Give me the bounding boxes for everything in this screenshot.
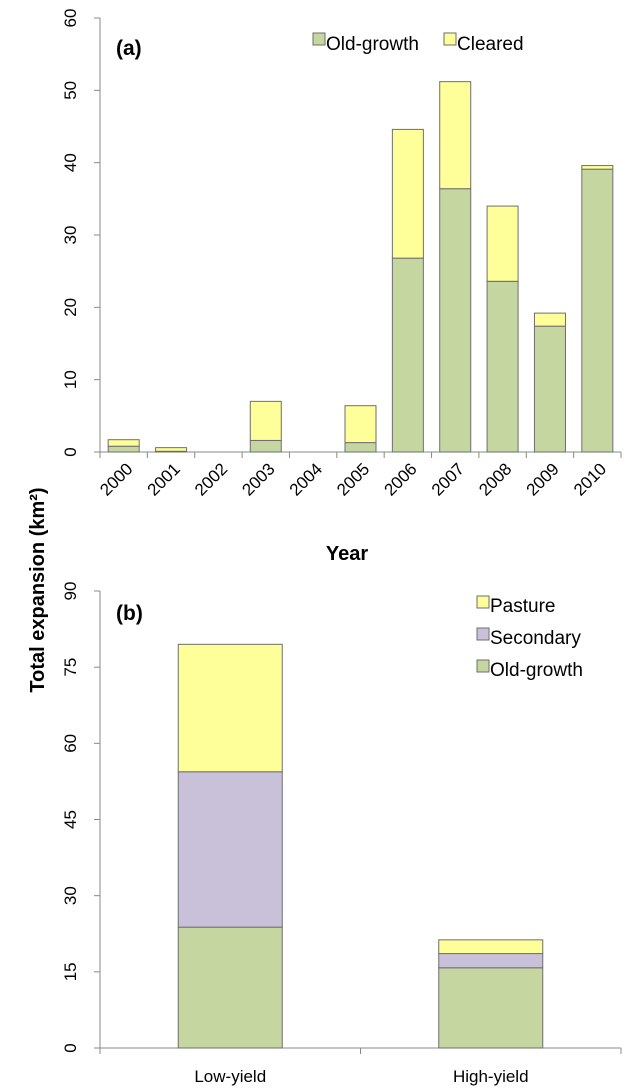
bar-segment-a — [344, 405, 377, 444]
x-tick-label-a: 2002 — [191, 459, 231, 499]
y-tick-label-b: 30 — [61, 886, 80, 905]
bar-segment-b — [177, 643, 283, 773]
y-tick-label-b: 45 — [61, 810, 80, 829]
bar-segment-a — [581, 165, 614, 170]
bar-segment-a — [249, 400, 282, 441]
legend-label-a: Cleared — [457, 34, 524, 55]
x-tick-label-a: 2007 — [428, 459, 468, 499]
bar-segment-a — [581, 168, 614, 453]
bar-segment-a — [344, 442, 377, 453]
y-tick-label-a: 20 — [61, 298, 80, 317]
legend-label-a: Old-growth — [326, 34, 419, 55]
y-tick-label-a: 10 — [61, 370, 80, 389]
y-tick-label-a: 40 — [61, 153, 80, 172]
panel-b: 0 15 30 45 60 75 90 Low-yield High-yield (b) Pastu… — [61, 582, 622, 1086]
legend-swatch-b — [476, 595, 490, 609]
bar-segment-a — [486, 205, 519, 282]
bar-segment-b — [438, 967, 544, 1049]
y-tick-label-b: 60 — [61, 734, 80, 753]
bar-segment-b — [177, 926, 283, 1049]
bar-segment-a — [155, 447, 188, 452]
y-tick-label-b: 0 — [61, 1043, 80, 1052]
bar-segment-b — [438, 939, 544, 955]
bar-segment-b — [177, 771, 283, 928]
bar-segment-b — [438, 953, 544, 969]
shared-y-axis-title: Total expansion (km²) — [27, 487, 49, 692]
y-tick-label-b: 75 — [61, 658, 80, 677]
panel-label-b: (b) — [116, 602, 143, 625]
x-axis-title-a: Year — [326, 543, 368, 565]
legend-label-b: Old-growth — [490, 660, 583, 681]
bar-segment-a — [391, 128, 424, 259]
x-tick-label-a: 2004 — [286, 459, 326, 499]
x-tick-label-a: 2003 — [238, 459, 278, 499]
bar-segment-a — [439, 81, 472, 190]
legend-label-b: Secondary — [490, 628, 581, 649]
bar-segment-a — [249, 439, 282, 453]
bar-segment-a — [486, 280, 519, 453]
legend-swatch-a — [312, 32, 326, 46]
y-tick-label-a: 50 — [61, 81, 80, 100]
bar-segment-a — [107, 445, 140, 453]
bar-segment-a — [533, 312, 566, 327]
x-tick-label-b: Low-yield — [194, 1067, 266, 1086]
x-tick-label-a: 2001 — [144, 459, 184, 499]
bar-segment-a — [439, 188, 472, 453]
bar-segment-a — [391, 257, 424, 453]
x-tick-label-a: 2000 — [96, 459, 136, 499]
x-tick-label-a: 2006 — [381, 459, 421, 499]
legend-label-b: Pasture — [490, 596, 555, 617]
y-tick-label-b: 90 — [61, 582, 80, 601]
bar-segment-a — [107, 439, 140, 447]
x-tick-label-a: 2009 — [523, 459, 563, 499]
x-tick-label-a: 2008 — [475, 459, 515, 499]
x-tick-label-a: 2010 — [570, 459, 610, 499]
legend-swatch-a — [443, 32, 457, 46]
y-tick-label-a: 30 — [61, 226, 80, 245]
y-tick-label-b: 15 — [61, 962, 80, 981]
legend-swatch-b — [476, 659, 490, 673]
panel-label-a: (a) — [116, 37, 142, 60]
x-tick-label-b: High-yield — [453, 1067, 529, 1086]
bar-segment-a — [533, 325, 566, 453]
y-tick-label-a: 0 — [61, 447, 80, 456]
x-tick-label-a: 2005 — [333, 459, 373, 499]
y-tick-label-a: 60 — [61, 9, 80, 28]
legend-swatch-b — [476, 627, 490, 641]
